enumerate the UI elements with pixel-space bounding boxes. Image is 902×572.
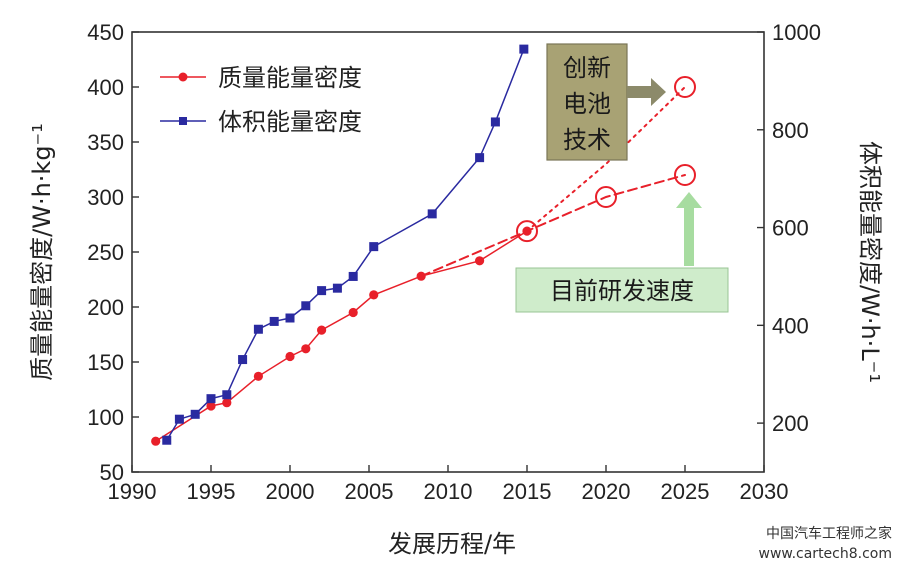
- volume-density-point: [285, 313, 295, 323]
- right-axis-title: 体积能量密度/W·h·L⁻¹: [856, 141, 884, 383]
- projection-target-point: [595, 186, 617, 208]
- legend-volume-marker: [179, 117, 187, 125]
- right-y-tick-label: 1000: [772, 20, 821, 45]
- x-tick-label: 2010: [424, 479, 473, 504]
- right-y-tick-label: 200: [772, 411, 809, 436]
- volume-density-point: [238, 355, 248, 365]
- watermark: 中国汽车工程师之家 www.cartech8.com: [759, 525, 892, 562]
- current-rate-projection-line: [420, 174, 686, 278]
- mass-density-point: [348, 307, 358, 318]
- legend-mass-marker: [178, 72, 188, 82]
- volume-density-point: [269, 316, 279, 326]
- mass-density-point: [301, 344, 311, 354]
- volume-density-point: [253, 324, 263, 334]
- x-tick-label: 2030: [740, 479, 789, 504]
- right-y-tick-label: 600: [772, 216, 809, 241]
- left-y-tick-label: 150: [87, 350, 124, 375]
- volume-density-point: [427, 209, 437, 219]
- volume-density-point: [301, 301, 311, 311]
- mass-density-point: [285, 351, 295, 362]
- x-tick-label: 2025: [661, 479, 710, 504]
- volume-density-point: [174, 414, 184, 424]
- left-axis-title: 质量能量密度/W·h·kg⁻¹: [28, 123, 56, 381]
- legend-volume-label: 体积能量密度: [218, 108, 362, 136]
- tick-layer: 1990 1995 2000 2005 2010 2015 2020 2025 2030 50 10…: [87, 20, 821, 504]
- mass-density-point: [522, 226, 532, 236]
- volume-density-point: [519, 44, 529, 54]
- volume-density-point: [206, 394, 216, 404]
- left-y-tick-label: 250: [87, 240, 124, 265]
- current-rate-label: 目前研发速度: [550, 277, 694, 305]
- current-rate-arrow-icon: [676, 192, 702, 266]
- x-tick-label: 2000: [266, 479, 315, 504]
- mass-density-point: [317, 325, 327, 335]
- volume-density-point: [222, 390, 232, 400]
- projection-target-point: [516, 220, 538, 243]
- legend: 质量能量密度 体积能量密度: [160, 64, 362, 136]
- x-axis-title: 发展历程/年: [388, 530, 516, 558]
- mass-density-point: [369, 290, 379, 300]
- left-y-tick-label: 400: [87, 75, 124, 100]
- mass-density-point: [416, 271, 426, 281]
- right-y-tick-label: 800: [772, 118, 809, 143]
- innovative-tech-line-3: 技术: [563, 126, 611, 154]
- left-y-tick-label: 200: [87, 295, 124, 320]
- projection-target-point: [674, 164, 696, 186]
- left-y-tick-label: 450: [87, 20, 124, 45]
- innovative-tech-arrow-icon: [627, 78, 666, 106]
- series-layer: [151, 44, 696, 446]
- mass-density-point: [222, 398, 232, 408]
- left-y-tick-label: 300: [87, 185, 124, 210]
- volume-density-point: [490, 117, 500, 127]
- current-rate-box: [515, 267, 729, 313]
- mass-density-point: [475, 256, 485, 266]
- watermark-line-1: 中国汽车工程师之家: [766, 525, 892, 542]
- x-tick-label: 2015: [503, 479, 552, 504]
- volume-density-point: [348, 271, 358, 281]
- watermark-line-2: www.cartech8.com: [759, 546, 892, 562]
- legend-mass-label: 质量能量密度: [218, 64, 362, 92]
- x-tick-label: 1995: [187, 479, 236, 504]
- left-y-tick-label: 350: [87, 130, 124, 155]
- x-tick-label: 2005: [345, 479, 394, 504]
- volume-density-point: [317, 286, 327, 296]
- volume-density-point: [475, 153, 485, 163]
- volume-density-point: [162, 435, 172, 445]
- projection-target-point: [674, 76, 696, 98]
- mass-density-point: [253, 371, 263, 381]
- volume-density-point: [190, 409, 200, 419]
- mass-density-point: [151, 436, 161, 446]
- innovative-tech-box: [546, 43, 628, 161]
- x-tick-label: 2020: [582, 479, 631, 504]
- innovative-tech-line-1: 创新: [563, 54, 611, 82]
- volume-density-point: [369, 242, 379, 252]
- innovative-tech-callout: 创新 电池 技术: [546, 43, 666, 161]
- left-y-tick-label: 100: [87, 405, 124, 430]
- innovative-tech-line-2: 电池: [563, 90, 611, 118]
- mass-density-point: [206, 401, 216, 411]
- current-rate-callout: 目前研发速度: [515, 192, 729, 313]
- left-y-tick-label: 50: [100, 460, 124, 485]
- right-y-tick-label: 400: [772, 313, 809, 338]
- volume-density-point: [332, 283, 342, 293]
- x-tick-label: 1990: [108, 479, 157, 504]
